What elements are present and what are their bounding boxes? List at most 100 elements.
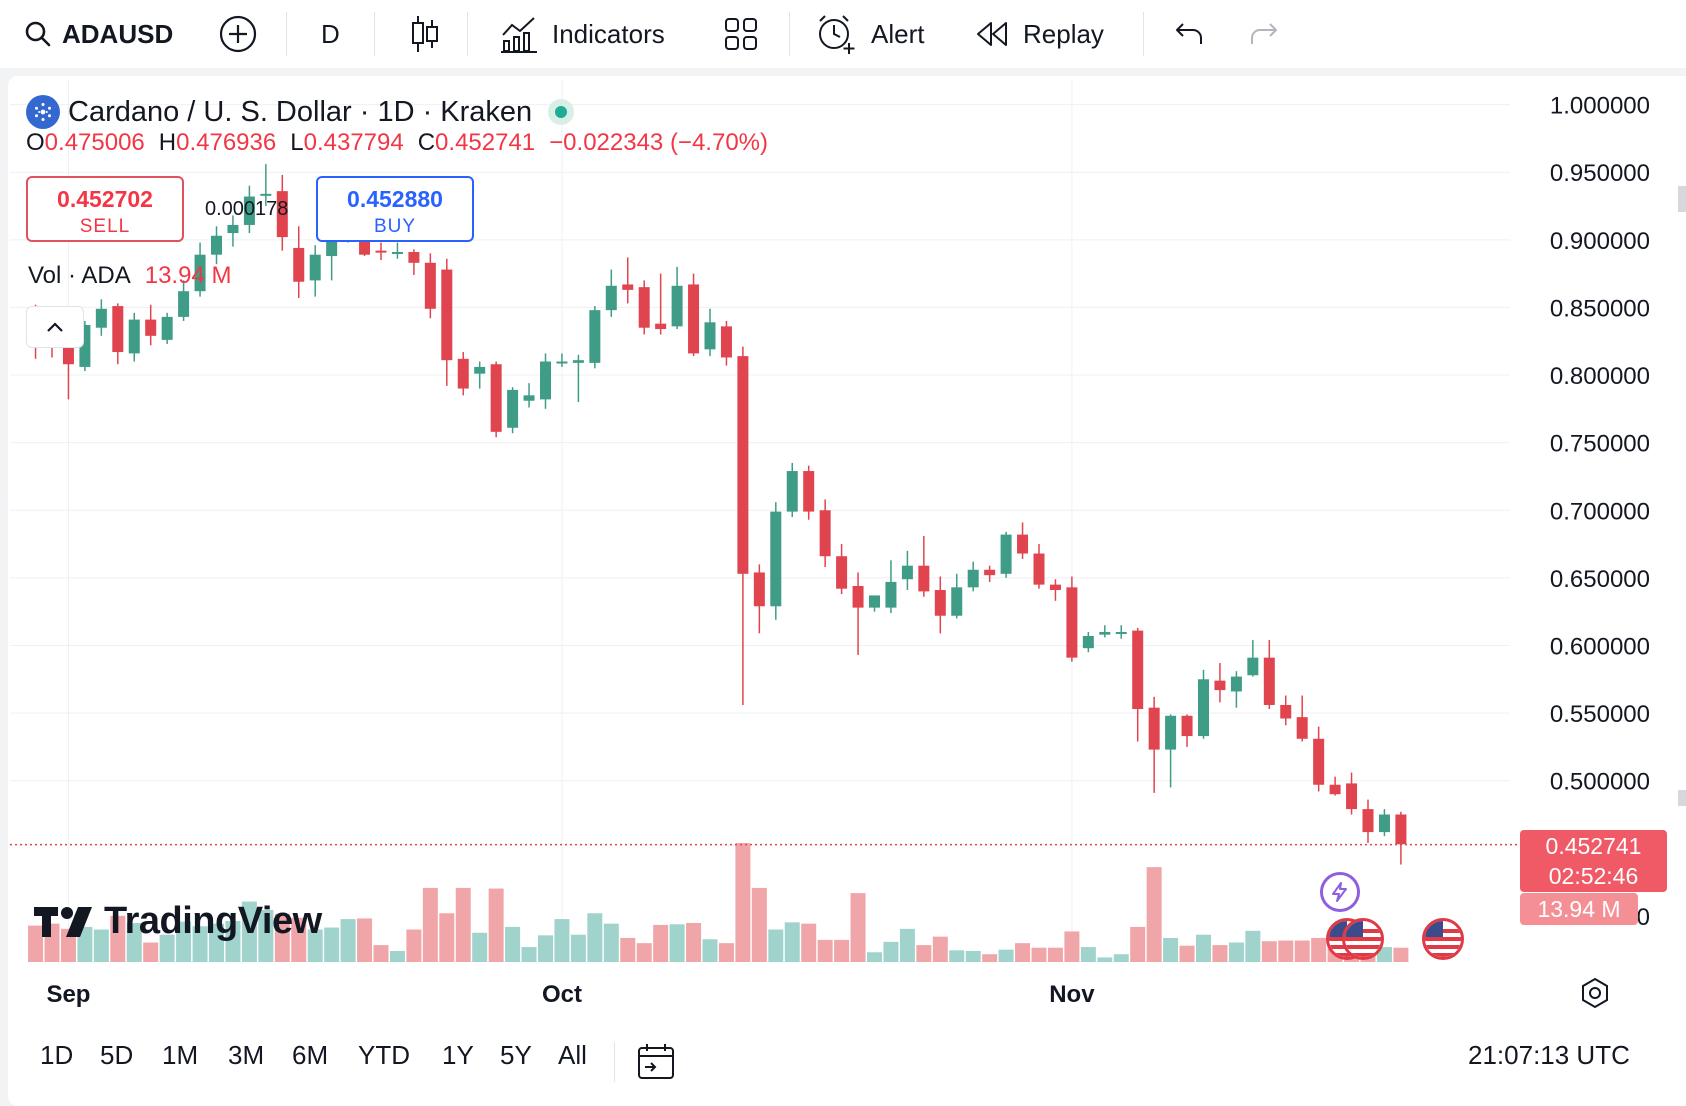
candle <box>1214 663 1226 703</box>
candle <box>1000 531 1012 578</box>
range-button-1y[interactable]: 1Y <box>442 1040 474 1070</box>
series-legend[interactable]: Cardano / U. S. Dollar · 1D · Kraken <box>26 92 575 132</box>
symbol-label: ADAUSD <box>62 18 174 49</box>
range-button-3m[interactable]: 3M <box>228 1040 265 1070</box>
candle <box>901 550 913 591</box>
volume-bar <box>587 913 603 962</box>
y-tick-label: 0.800000 <box>1550 363 1650 390</box>
volume-bar <box>1080 947 1096 962</box>
candle-body <box>507 389 519 428</box>
candle <box>523 383 535 408</box>
candle-body <box>753 572 765 607</box>
volume-bar <box>126 923 142 962</box>
candle-body <box>1115 631 1127 634</box>
candle-body <box>1280 704 1292 719</box>
x-tick-label: Oct <box>542 981 582 1008</box>
range-button-1m[interactable]: 1M <box>162 1040 199 1070</box>
compare-symbol-button[interactable] <box>218 0 258 68</box>
candle-body <box>655 323 667 330</box>
volume-bar <box>817 939 833 962</box>
volume-bar <box>718 943 734 962</box>
alert-button[interactable]: Alert <box>815 0 924 68</box>
time-axis: Sep Oct Nov <box>46 981 1095 1008</box>
volume-bar <box>1163 937 1179 962</box>
candle <box>178 280 190 321</box>
volume-bar <box>143 942 159 962</box>
toolbar-divider <box>374 12 375 56</box>
redo-button[interactable] <box>1249 0 1279 68</box>
us-flag-event-icon[interactable] <box>1342 918 1384 960</box>
candle <box>737 346 749 705</box>
candle-body <box>326 238 338 257</box>
candle <box>836 544 848 595</box>
range-button-ytd[interactable]: YTD <box>358 1040 410 1070</box>
y-tick-label: 0.550000 <box>1550 701 1650 728</box>
low-value: 0.437794 <box>303 129 404 156</box>
candle-body <box>951 587 963 616</box>
candles <box>30 164 1407 865</box>
candle-body <box>1165 715 1177 750</box>
range-button-5y[interactable]: 5Y <box>500 1040 532 1070</box>
candle-body <box>408 251 420 263</box>
volume-bar <box>949 950 965 962</box>
toolbar-divider <box>1143 12 1144 56</box>
candle-body <box>1346 783 1358 810</box>
candle <box>1017 522 1029 559</box>
candles-icon <box>412 16 438 52</box>
candle-body <box>309 254 321 281</box>
y-tick-label: 0.950000 <box>1550 160 1650 187</box>
replay-button[interactable]: Replay <box>975 0 1104 68</box>
volume-bar <box>258 910 274 962</box>
candle-body <box>836 556 848 589</box>
volume-value: 13.94 M <box>144 262 232 289</box>
symbol-search-button[interactable]: ADAUSD <box>24 0 173 68</box>
candle-body <box>457 358 469 389</box>
candle-body <box>540 361 551 400</box>
candle-body <box>967 569 979 588</box>
scroll-handle[interactable] <box>1678 790 1686 806</box>
volume-bar <box>965 950 981 962</box>
buy-button[interactable]: 0.452880 BUY <box>316 176 474 242</box>
candle <box>655 273 667 335</box>
tradingview-logo: TradingView <box>34 900 322 943</box>
range-button-6m[interactable]: 6M <box>292 1040 329 1070</box>
range-button-1d[interactable]: 1D <box>40 1040 74 1070</box>
candle <box>869 595 880 612</box>
scroll-handle[interactable] <box>1678 186 1686 212</box>
volume-bar <box>159 934 175 962</box>
go-to-date-button[interactable] <box>636 1042 676 1085</box>
open-key: O <box>26 129 45 156</box>
candle <box>819 499 831 568</box>
range-button-5d[interactable]: 5D <box>100 1040 134 1070</box>
volume-bar <box>1015 943 1031 962</box>
market-open-status-icon[interactable] <box>548 99 575 125</box>
undo-icon <box>1176 23 1202 44</box>
candle <box>589 306 601 369</box>
chart-type-button[interactable] <box>409 0 441 68</box>
volume-bar <box>603 923 619 962</box>
interval-button[interactable]: D <box>321 0 340 68</box>
range-button-all[interactable]: All <box>558 1040 587 1070</box>
candle-body <box>638 287 650 328</box>
candle <box>507 387 519 434</box>
news-flash-icon[interactable] <box>1320 872 1360 912</box>
collapse-legend-button[interactable] <box>26 306 84 348</box>
volume-legend[interactable]: Vol · ADA 13.94 M <box>28 262 231 290</box>
indicators-button[interactable]: Indicators <box>500 0 665 68</box>
price-chart[interactable]: 1.000000 0.950000 0.900000 0.850000 0.800000… <box>0 0 1686 1020</box>
volume-bar <box>439 913 455 962</box>
volume-bar <box>620 937 636 962</box>
candle-body <box>391 251 403 254</box>
candle-body <box>885 581 897 608</box>
candle <box>1313 726 1325 792</box>
layouts-button[interactable] <box>724 0 758 68</box>
candle <box>1362 799 1374 843</box>
candle-body <box>556 361 568 364</box>
undo-button[interactable] <box>1174 0 1204 68</box>
candle <box>490 361 502 438</box>
chart-settings-button[interactable] <box>1578 976 1612 1015</box>
volume-label: Vol · ADA <box>28 262 131 289</box>
sell-button[interactable]: 0.452702 SELL <box>26 176 184 242</box>
utc-clock[interactable]: 21:07:13 UTC <box>1468 1040 1630 1070</box>
us-flag-event-icon[interactable] <box>1422 918 1464 960</box>
